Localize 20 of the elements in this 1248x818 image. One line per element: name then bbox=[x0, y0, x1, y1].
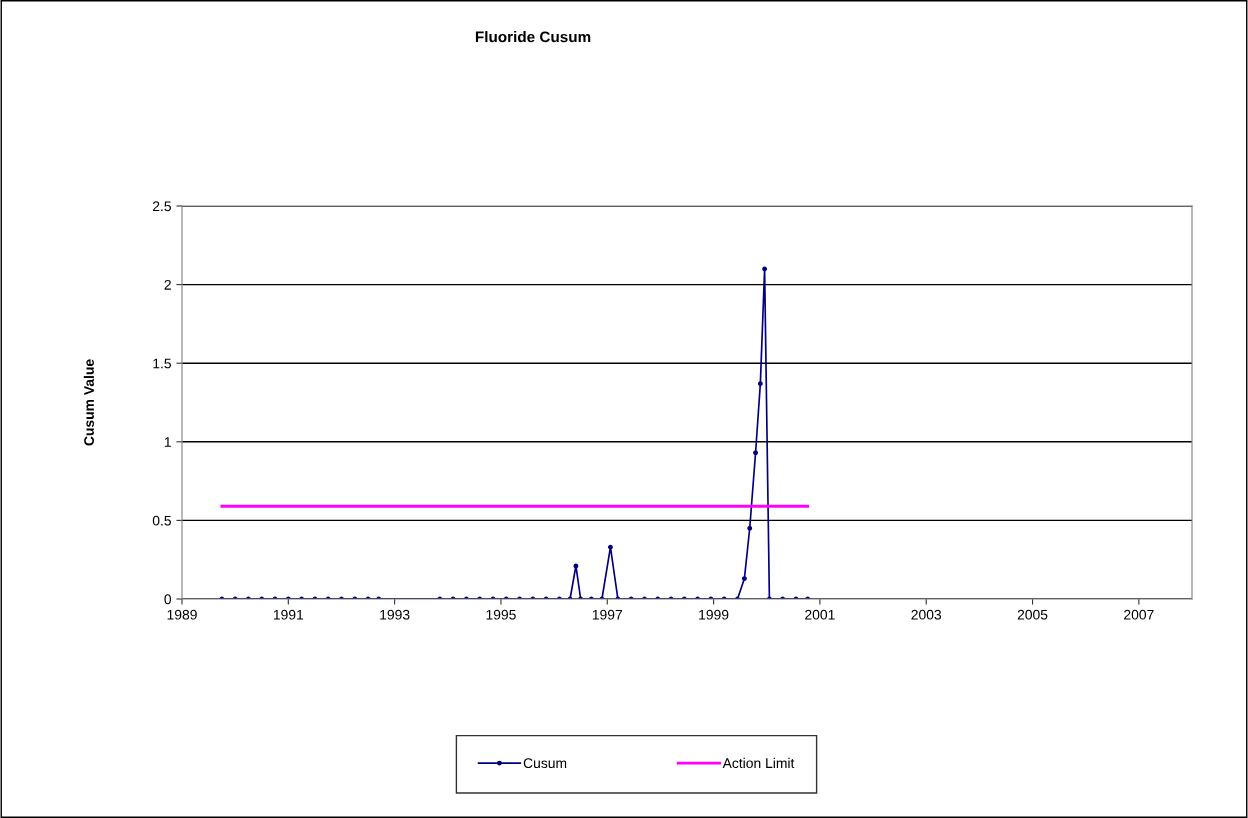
chart-title: Fluoride Cusum bbox=[475, 31, 591, 43]
x-tick-label: 1989 bbox=[167, 609, 197, 620]
y-tick-label: 0.5 bbox=[152, 515, 171, 526]
x-tick-label: 1999 bbox=[699, 609, 729, 620]
x-tick-label: 2001 bbox=[805, 609, 835, 620]
y-axis-title: Cusum Value bbox=[83, 359, 94, 446]
x-tick-label: 2005 bbox=[1017, 609, 1048, 620]
y-tick-label: 2.5 bbox=[152, 201, 171, 212]
legend-label: Cusum bbox=[523, 758, 567, 769]
y-tick-label: 1 bbox=[164, 437, 171, 447]
x-tick-label: 1991 bbox=[273, 609, 304, 620]
x-tick-label: 1993 bbox=[380, 609, 410, 620]
legend-label: Action Limit bbox=[722, 757, 795, 769]
x-tick-label: 2007 bbox=[1124, 609, 1154, 620]
x-tick-label: 1997 bbox=[592, 609, 623, 620]
y-tick-label: 1.5 bbox=[153, 358, 171, 369]
x-tick-label: 1995 bbox=[486, 609, 516, 620]
y-tick-label: 0 bbox=[164, 594, 172, 605]
y-tick-label: 2 bbox=[164, 279, 171, 290]
x-tick-label: 2003 bbox=[911, 609, 942, 620]
